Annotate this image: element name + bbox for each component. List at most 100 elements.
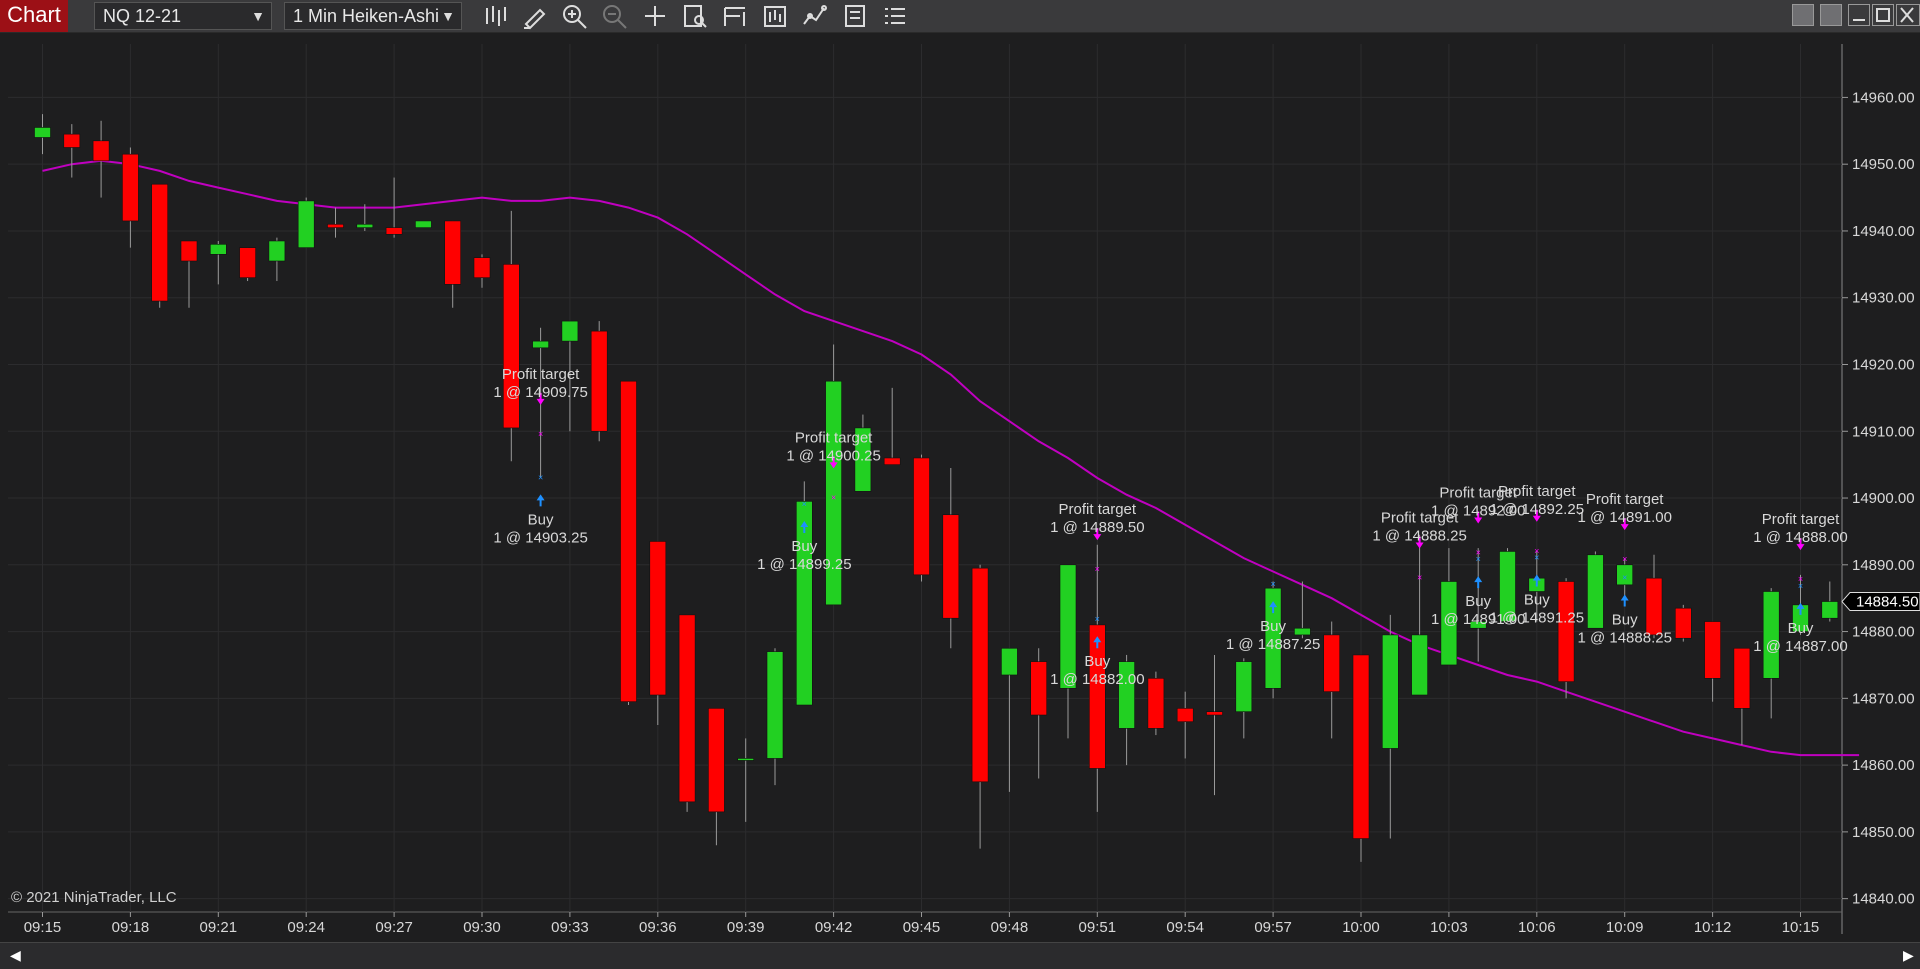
tile-icon[interactable] xyxy=(1792,4,1814,26)
candle-body-down xyxy=(151,183,168,302)
target-fill-marker: × xyxy=(538,429,543,439)
candle-body-down xyxy=(385,227,403,235)
candle xyxy=(327,207,344,238)
candle xyxy=(1440,548,1458,666)
profit-target-label: Profit target xyxy=(1498,483,1576,500)
candle xyxy=(883,387,901,465)
order-tools-icon[interactable] xyxy=(840,2,870,30)
x-tick-label: 09:15 xyxy=(24,919,62,936)
chart-toolbar: Chart NQ 12-21 ▼ 1 Min Heiken-Ashi ▼ xyxy=(0,0,1920,33)
candle-body-down xyxy=(1176,708,1194,723)
zoom-out-icon[interactable] xyxy=(600,2,630,30)
candle xyxy=(913,454,930,582)
x-tick-label: 09:48 xyxy=(991,919,1029,936)
target-fill-marker: × xyxy=(831,492,836,502)
candle xyxy=(1030,648,1047,779)
price-chart[interactable]: 14960.00 14950.00 14940.00 14930.00 14920.00… xyxy=(0,33,1920,941)
target-arrow-icon xyxy=(1415,536,1424,549)
candle xyxy=(620,380,637,706)
properties-icon[interactable] xyxy=(720,2,750,30)
bar-type-selector[interactable]: 1 Min Heiken-Ashi ▼ xyxy=(284,2,462,30)
candle xyxy=(1001,647,1018,792)
chart-tab[interactable]: Chart xyxy=(0,0,68,32)
candle xyxy=(297,197,315,248)
candle xyxy=(1294,581,1311,639)
buy-arrow-icon xyxy=(1093,636,1102,649)
buy-label: Buy xyxy=(1524,591,1550,608)
candle-body-down xyxy=(971,567,989,783)
candle xyxy=(444,220,462,308)
zoom-in-icon[interactable] xyxy=(560,2,590,30)
scroll-right-icon[interactable]: ▶ xyxy=(1903,947,1914,963)
candle xyxy=(854,414,872,492)
instrument-selector[interactable]: NQ 12-21 ▼ xyxy=(94,2,272,30)
buy-label: Buy xyxy=(1788,620,1814,637)
candle xyxy=(356,204,374,231)
candle-body-down xyxy=(620,380,637,702)
x-tick-label: 09:36 xyxy=(639,919,677,936)
chart-trader-icon[interactable] xyxy=(760,2,790,30)
candle-body-down xyxy=(649,541,667,696)
candle-body-down xyxy=(913,457,930,576)
x-tick-label: 09:27 xyxy=(375,919,413,936)
y-tick-label: 14920.00 xyxy=(1852,356,1915,373)
candle-body-down xyxy=(502,264,520,429)
candle xyxy=(766,648,784,786)
candle-body-up xyxy=(1264,587,1282,689)
drawing-tools-icon[interactable] xyxy=(520,2,550,30)
candle xyxy=(825,344,842,606)
candle xyxy=(1264,581,1282,699)
candle-body-up xyxy=(1499,551,1516,622)
target-arrow-icon xyxy=(1474,511,1483,524)
target-fill-marker: × xyxy=(1476,547,1481,557)
buy-arrow-icon xyxy=(536,494,545,507)
buy-arrow-icon xyxy=(1269,601,1278,614)
candle-body-down xyxy=(122,153,139,222)
candle xyxy=(1118,654,1135,766)
candle xyxy=(473,254,491,288)
bar-type-icon[interactable] xyxy=(480,2,510,30)
x-tick-label: 09:45 xyxy=(903,919,941,936)
buy-arrow-icon xyxy=(1532,574,1541,587)
data-box-icon[interactable] xyxy=(680,2,710,30)
last-price-marker xyxy=(1841,592,1920,612)
candle xyxy=(385,177,403,238)
target-arrow-icon xyxy=(1620,518,1629,531)
buy-label: Buy xyxy=(528,511,554,528)
scroll-left-icon[interactable]: ◀ xyxy=(10,947,21,963)
tile-alt-icon[interactable] xyxy=(1820,4,1842,26)
candle xyxy=(239,247,256,282)
buy-label: Buy xyxy=(791,538,817,555)
target-fill-marker: × xyxy=(1095,564,1100,574)
profit-target-label: Profit target xyxy=(502,366,580,383)
y-tick-label: 14940.00 xyxy=(1852,223,1915,240)
maximize-icon[interactable] xyxy=(1872,4,1894,26)
minimize-icon[interactable] xyxy=(1848,4,1870,26)
close-icon[interactable] xyxy=(1896,4,1920,26)
buy-price-label: 1 @ 14891.00 xyxy=(1431,611,1525,628)
profit-target-label: Profit target xyxy=(1059,501,1137,518)
profit-target-price-label: 1 @ 14900.25 xyxy=(786,447,880,464)
candle-body-up xyxy=(1762,591,1780,679)
candle-body-up xyxy=(561,320,579,342)
buy-fill-marker: × xyxy=(1476,554,1481,564)
candle-body-up xyxy=(1616,564,1633,586)
candle-body-down xyxy=(444,220,462,285)
chevron-down-icon: ▼ xyxy=(441,8,455,24)
candle-body-up xyxy=(795,501,813,706)
candle xyxy=(971,564,989,849)
indicators-icon[interactable] xyxy=(880,2,910,30)
candle-body-up xyxy=(854,427,872,492)
candle xyxy=(1059,564,1077,739)
profit-target-label: Profit target xyxy=(1381,509,1459,526)
y-tick-label: 14910.00 xyxy=(1852,423,1915,440)
strategies-icon[interactable] xyxy=(800,2,830,30)
target-fill-marker: × xyxy=(1798,574,1803,584)
candle-body-up xyxy=(356,223,374,228)
crosshair-icon[interactable] xyxy=(640,2,670,30)
horizontal-scrollbar[interactable]: ◀ ▶ xyxy=(0,942,1920,969)
bar-type-label: 1 Min Heiken-Ashi xyxy=(293,6,440,26)
y-tick-label: 14960.00 xyxy=(1852,89,1915,106)
candle-body-up xyxy=(34,127,51,138)
candle xyxy=(1762,588,1780,719)
